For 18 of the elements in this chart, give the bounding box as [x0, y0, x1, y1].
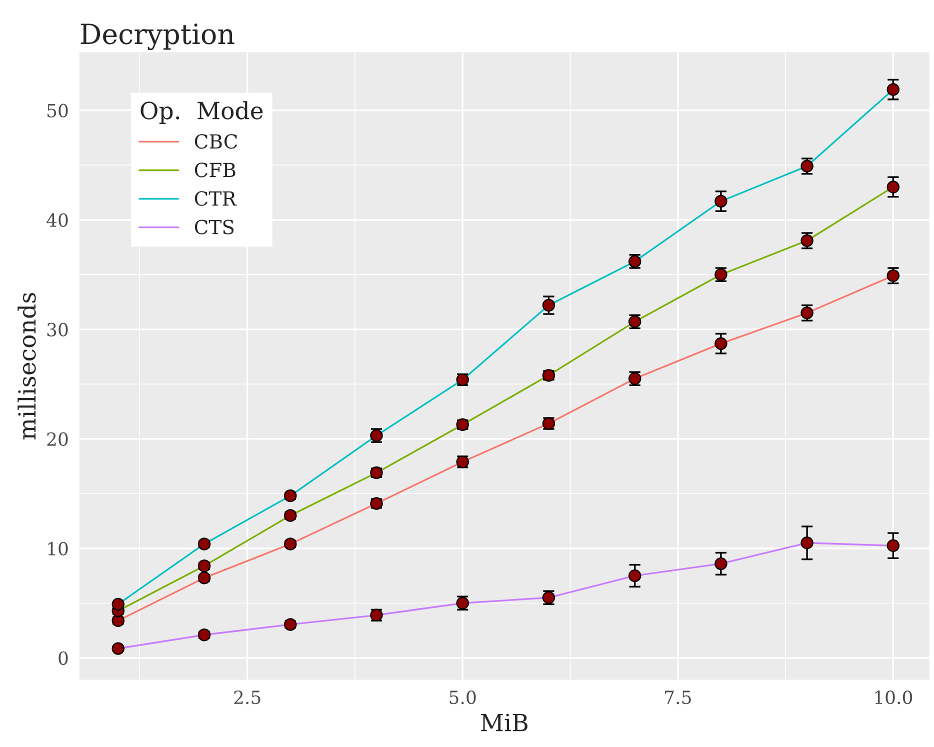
y-tick-label: 40	[46, 213, 68, 227]
chart-title: Decryption	[80, 24, 234, 50]
legend-label: CTR	[194, 191, 237, 206]
y-tick-label: 20	[47, 432, 68, 446]
y-tick-label: 30	[47, 322, 68, 336]
x-tick-label: 2.5	[234, 690, 260, 704]
x-tick-label: 5.0	[450, 690, 476, 704]
x-tick-label: 7.5	[665, 690, 691, 704]
legend-label: CBC	[194, 134, 238, 149]
y-axis-title: milliseconds	[18, 292, 36, 440]
legend-label: CTS	[194, 220, 234, 234]
y-tick-label: 0	[58, 651, 68, 665]
y-tick-label: 50	[48, 104, 68, 118]
legend-label: CFB	[194, 162, 236, 178]
y-tick-label: 10	[48, 542, 68, 556]
x-axis-title: MiB	[481, 714, 528, 732]
x-tick-label: 10.0	[875, 690, 912, 704]
legend-title: Op. Mode	[140, 101, 263, 124]
